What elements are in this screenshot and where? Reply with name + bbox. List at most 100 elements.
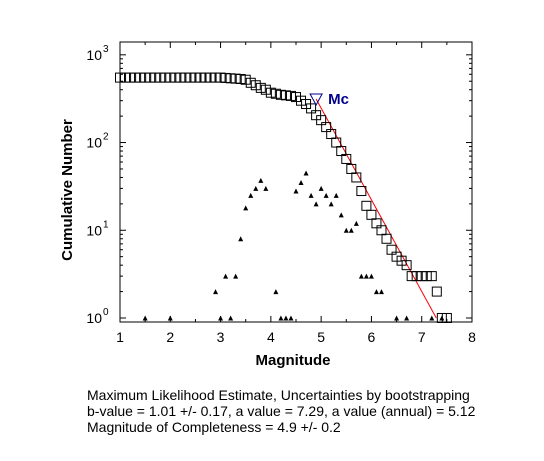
noncumulative-point xyxy=(348,227,354,233)
cumulative-point xyxy=(316,115,327,126)
cumulative-point xyxy=(180,72,191,83)
cumulative-point xyxy=(291,92,301,103)
cumulative-point xyxy=(326,129,337,140)
noncumulative-point xyxy=(167,315,173,321)
y-tick-exponent: 1 xyxy=(103,219,109,230)
caption-line-1: Maximum Likelihood Estimate, Uncertainti… xyxy=(87,387,470,403)
cumulative-point xyxy=(346,163,357,174)
noncumulative-point xyxy=(378,289,384,295)
y-axis-title: Cumulative Number xyxy=(59,119,76,261)
marks-group xyxy=(115,72,452,323)
axes xyxy=(119,41,473,323)
cumulative-point xyxy=(431,286,442,297)
cumulative-point xyxy=(220,72,231,83)
y-tick-label: 10 xyxy=(86,310,102,326)
noncumulative-point xyxy=(213,289,219,295)
noncumulative-point xyxy=(258,177,264,183)
x-tick-label: 8 xyxy=(468,329,476,345)
cumulative-point xyxy=(175,72,186,83)
noncumulative-point xyxy=(238,236,244,242)
cumulative-point xyxy=(195,72,206,83)
cumulative-point xyxy=(130,72,141,83)
caption-line-3: Magnitude of Completeness = 4.9 +/- 0.2 xyxy=(87,419,341,435)
cumulative-point xyxy=(265,87,276,98)
y-tick-label: 10 xyxy=(86,222,102,238)
cumulative-point xyxy=(436,312,447,323)
noncumulative-point xyxy=(253,185,259,191)
cumulative-point xyxy=(406,271,417,282)
caption-line-2: b-value = 1.01 +/- 0.17, a value = 7.29,… xyxy=(87,403,476,419)
cumulative-point xyxy=(361,200,372,211)
noncumulative-point xyxy=(353,220,359,226)
cumulative-point xyxy=(185,72,196,83)
cumulative-point xyxy=(170,72,181,83)
cumulative-point xyxy=(296,95,307,106)
cumulative-point xyxy=(190,72,201,83)
cumulative-point xyxy=(381,233,392,244)
cumulative-point xyxy=(376,225,387,236)
cumulative-point xyxy=(421,271,432,282)
cumulative-point xyxy=(285,90,296,101)
cumulative-point xyxy=(351,172,362,183)
cumulative-point xyxy=(270,88,281,99)
noncumulative-point xyxy=(218,315,224,321)
x-tick-label: 5 xyxy=(317,329,325,345)
noncumulative-point xyxy=(363,273,369,279)
x-tick-label: 3 xyxy=(217,329,225,345)
y-tick-label: 10 xyxy=(86,47,102,63)
noncumulative-point xyxy=(298,180,304,186)
x-tick-label: 4 xyxy=(267,329,275,345)
noncumulative-point xyxy=(394,315,400,321)
noncumulative-point xyxy=(243,205,249,211)
cumulative-point xyxy=(135,72,146,83)
noncumulative-point xyxy=(439,315,445,321)
y-tick-exponent: 2 xyxy=(103,132,109,143)
cumulative-point xyxy=(140,72,151,83)
cumulative-point xyxy=(260,84,271,95)
noncumulative-point xyxy=(323,192,329,198)
fit-line xyxy=(315,98,437,319)
noncumulative-point xyxy=(228,315,234,321)
noncumulative-point xyxy=(273,289,279,295)
cumulative-point xyxy=(120,72,131,83)
cumulative-point xyxy=(416,271,427,282)
cumulative-point xyxy=(371,218,382,229)
cumulative-point xyxy=(366,209,377,220)
cumulative-point xyxy=(225,73,236,84)
noncumulative-point xyxy=(333,192,339,198)
cumulative-point xyxy=(210,72,221,83)
y-tick-label: 10 xyxy=(86,135,102,151)
mc-marker xyxy=(309,93,323,106)
noncumulative-point xyxy=(368,273,374,279)
cumulative-point xyxy=(235,74,246,85)
cumulative-point xyxy=(336,146,347,157)
noncumulative-point xyxy=(308,192,314,198)
x-tick-label: 1 xyxy=(116,329,124,345)
caption: Maximum Likelihood Estimate, Uncertainti… xyxy=(87,387,537,435)
cumulative-point xyxy=(245,77,256,88)
cumulative-point xyxy=(426,271,437,282)
cumulative-point xyxy=(125,72,136,83)
noncumulative-point xyxy=(223,273,229,279)
noncumulative-point xyxy=(318,185,324,191)
cumulative-point xyxy=(215,72,226,83)
noncumulative-point xyxy=(303,170,309,176)
noncumulative-point xyxy=(233,273,239,279)
noncumulative-point xyxy=(404,315,410,321)
cumulative-point xyxy=(150,72,161,83)
cumulative-point xyxy=(205,72,216,83)
noncumulative-point xyxy=(343,227,349,233)
noncumulative-point xyxy=(283,315,289,321)
cumulative-point xyxy=(401,260,412,271)
cumulative-point xyxy=(356,186,367,197)
cumulative-point xyxy=(240,74,251,85)
x-tick-label: 6 xyxy=(368,329,376,345)
mc-label: Mc xyxy=(328,91,349,108)
noncumulative-point xyxy=(358,273,364,279)
cumulative-point xyxy=(250,80,261,91)
cumulative-point xyxy=(155,72,166,83)
cumulative-point xyxy=(255,82,266,93)
cumulative-point xyxy=(331,137,342,148)
cumulative-point xyxy=(341,153,352,164)
